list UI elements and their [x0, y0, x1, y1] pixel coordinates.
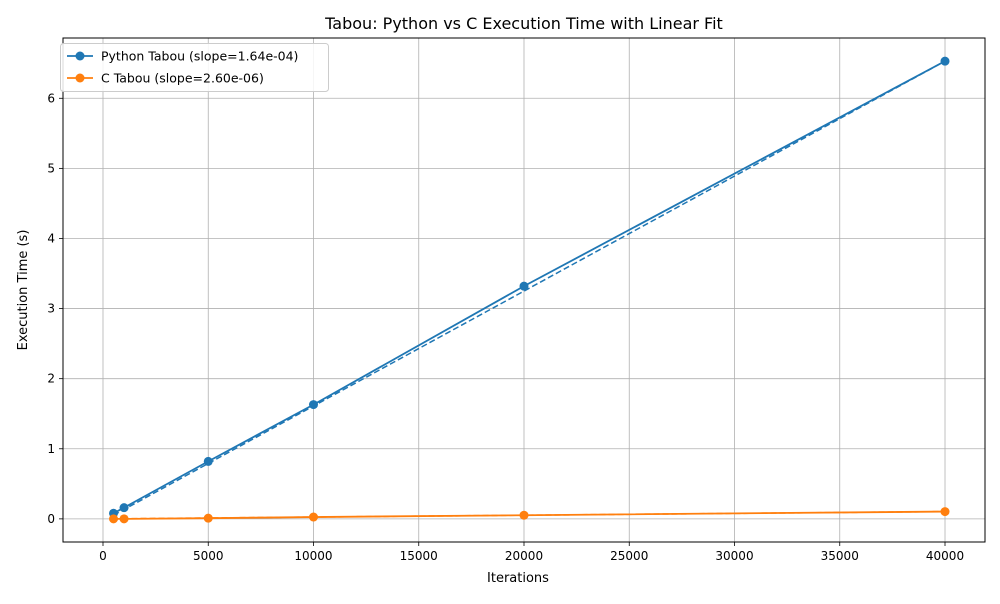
legend-label-1: C Tabou (slope=2.60e-06): [101, 71, 264, 86]
x-tick-label: 30000: [715, 549, 753, 563]
data-point-series-0: [519, 281, 529, 291]
x-tick-label: 25000: [610, 549, 648, 563]
x-tick-label: 20000: [505, 549, 543, 563]
y-tick-label: 2: [47, 372, 55, 386]
x-tick-label: 0: [99, 549, 107, 563]
x-tick-label: 40000: [926, 549, 964, 563]
x-tick-label: 5000: [193, 549, 224, 563]
chart-title: Tabou: Python vs C Execution Time with L…: [324, 14, 723, 33]
x-axis-label: Iterations: [487, 571, 549, 586]
data-point-series-1: [308, 512, 318, 522]
y-tick-label: 4: [47, 231, 55, 245]
data-point-series-1: [940, 507, 950, 517]
data-point-series-0: [940, 56, 950, 66]
y-tick-label: 1: [47, 442, 55, 456]
legend-label-0: Python Tabou (slope=1.64e-04): [101, 49, 298, 64]
data-point-series-1: [203, 513, 213, 523]
data-point-series-1: [519, 510, 529, 520]
data-point-series-0: [203, 456, 213, 466]
y-tick-label: 6: [47, 91, 55, 105]
legend-marker-1: [75, 73, 85, 83]
y-tick-label: 5: [47, 161, 55, 175]
data-point-series-1: [109, 514, 119, 524]
y-tick-label: 3: [47, 302, 55, 316]
legend-box: [60, 43, 329, 92]
data-point-series-0: [119, 503, 129, 513]
legend: Python Tabou (slope=1.64e-04) C Tabou (sl…: [60, 43, 329, 92]
data-point-series-1: [119, 514, 129, 524]
x-tick-label: 35000: [821, 549, 859, 563]
data-point-series-0: [308, 400, 318, 410]
y-axis-label: Execution Time (s): [16, 230, 31, 351]
x-axis-ticks: 0 5000 10000 15000 20000 25000 30000 35000 40000: [99, 542, 964, 563]
fit-line-series-0: [113, 60, 946, 516]
x-tick-label: 15000: [400, 549, 438, 563]
x-tick-label: 10000: [294, 549, 332, 563]
legend-marker-0: [75, 51, 85, 61]
y-axis-ticks: 0 1 2 3 4 5 6: [47, 91, 63, 526]
data-series: [109, 56, 950, 524]
y-tick-label: 0: [47, 512, 55, 526]
